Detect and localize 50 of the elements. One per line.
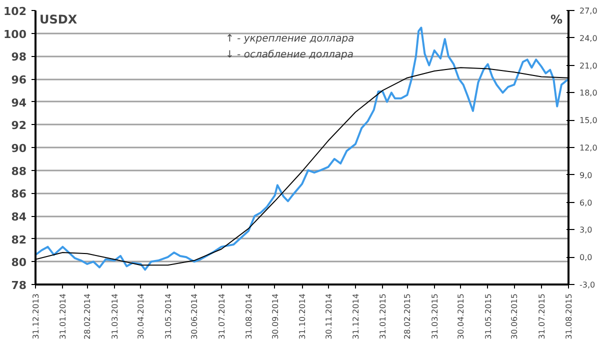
y-tick-label: 98	[11, 50, 27, 64]
y-tick-label: 96	[11, 74, 27, 86]
x-tick-label: 31.07.2015	[537, 293, 546, 340]
y2-tick-label: 24,0	[580, 34, 598, 43]
x-tick-label: 31.08.2015	[564, 293, 574, 340]
x-tick-label: 31.01.2014	[58, 293, 68, 340]
y-tick-label: 102	[4, 5, 27, 18]
x-tick-label: 31.05.2015	[484, 293, 493, 340]
x-tick-label: 30.04.2015	[456, 293, 466, 340]
annotation: ↑ - укрепление доллара	[226, 34, 354, 44]
y2-tick-label: 21,0	[580, 61, 598, 70]
y2-tick-label: 15,0	[580, 116, 598, 126]
y2-axis-title: %	[550, 12, 563, 26]
x-tick-label: 30.04.2014	[136, 293, 146, 340]
y-tick-label: 78	[11, 279, 27, 292]
y-tick-label: 82	[11, 233, 27, 246]
x-tick-label: 30.09.2014	[270, 293, 280, 340]
line-series	[36, 26, 568, 271]
x-tick-label: 31.12.2014	[351, 293, 360, 340]
y2-tick-label: 3,0	[580, 226, 592, 235]
y-tick-label: 88	[11, 164, 27, 178]
y-axis-title: USDX	[40, 12, 78, 26]
y-tick-label: 92	[11, 119, 27, 132]
annotation: ↓ - ослабление доллара	[226, 50, 354, 60]
y2-tick-label: 27,0	[580, 6, 598, 16]
y-tick-label: 100	[4, 28, 27, 41]
y-tick-label: 80	[11, 256, 27, 270]
y2-tick-label: 9,0	[580, 170, 592, 180]
y2-tick-label: 12,0	[580, 144, 598, 152]
y-tick-label: 84	[11, 210, 27, 224]
x-tick-label: 31.07.2014	[217, 293, 226, 340]
x-tick-label: 30.06.2015	[510, 293, 520, 340]
x-tick-label: 30.06.2014	[190, 293, 200, 340]
x-tick-label: 30.11.2014	[324, 293, 334, 340]
y2-tick-label: 6,0	[580, 198, 592, 208]
x-tick-label: 31.01.2015	[378, 293, 388, 340]
y-tick-label: 94	[11, 96, 27, 110]
y-tick-label: 90	[11, 142, 27, 155]
y2-tick-label: -3,0	[580, 280, 596, 290]
y2-tick-label: 0,0	[580, 253, 592, 262]
x-tick-label: 31.10.2014	[298, 293, 307, 340]
x-tick-label: 31.03.2014	[110, 293, 120, 340]
x-tick-label: 31.03.2015	[430, 293, 440, 340]
y-tick-label: 86	[11, 188, 27, 201]
x-tick-label: 28.02.2015	[403, 293, 412, 340]
x-tick-label: 31.12.2013	[32, 293, 40, 340]
x-tick-label: 31.08.2014	[244, 293, 254, 340]
x-tick-label: 28.02.2014	[83, 293, 92, 340]
y2-tick-label: 18,0	[580, 88, 598, 98]
x-tick-label: 31.05.2014	[164, 293, 173, 340]
